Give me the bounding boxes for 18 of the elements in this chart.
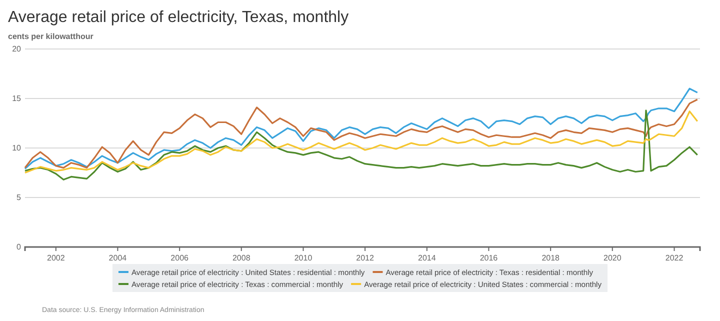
y-axis-title: cents per kilowatthour [8, 32, 94, 41]
chart-title: Average retail price of electricity, Texas, monthly [8, 9, 349, 26]
x-tick-label: 2002 [47, 254, 66, 263]
x-tick-label: 2006 [170, 254, 190, 263]
y-tick-label: 5 [16, 193, 22, 202]
x-tick-label: 2012 [356, 254, 374, 263]
x-tick-label: 2016 [480, 254, 498, 263]
y-tick-label: 15 [12, 94, 22, 104]
x-tick-label: 2022 [665, 254, 684, 263]
y-tick-label: 0 [16, 242, 22, 252]
x-tick-label: 2008 [232, 254, 251, 263]
y-tick-label: 10 [12, 144, 22, 153]
x-tick-label: 2014 [418, 254, 436, 263]
x-tick-label: 2018 [542, 254, 560, 263]
x-tick-label: 2010 [294, 254, 313, 263]
y-tick-label: 20 [12, 44, 22, 54]
x-tick-label: 2004 [108, 254, 128, 263]
x-tick-label: 2020 [603, 254, 622, 263]
